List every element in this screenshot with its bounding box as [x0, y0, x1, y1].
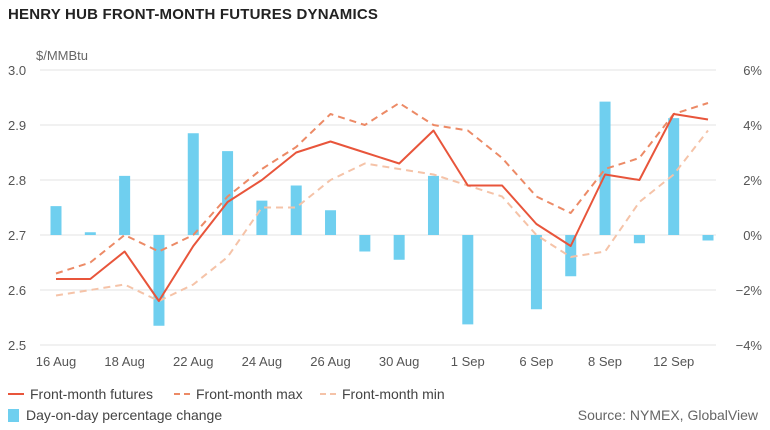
x-tick-label: 1 Sep [451, 354, 485, 369]
y-right-tick-label: 6% [743, 63, 762, 78]
line-max [55, 102, 709, 275]
x-tick-label: 22 Aug [173, 354, 214, 369]
bar-day-change [530, 235, 542, 310]
x-tick-label: 12 Sep [653, 354, 694, 369]
legend-item-min: Front-month min [320, 386, 445, 402]
bar-day-change [290, 185, 302, 235]
x-tick-label: 16 Aug [36, 354, 77, 369]
bar-day-change [222, 151, 234, 235]
chart-plot: 2.5 2.6 2.7 2.8 2.9 3.0 −4% −2% 0% 2% 4% 6% $/MMBtu 1… [8, 48, 762, 369]
lines-layer [55, 102, 709, 302]
bar-day-change [256, 200, 268, 235]
x-tick-label: 8 Sep [588, 354, 622, 369]
bar-day-change [633, 235, 645, 244]
x-tick-label: 24 Aug [242, 354, 283, 369]
legend-label-change: Day-on-day percentage change [26, 407, 223, 423]
legend-label-min: Front-month min [342, 386, 445, 402]
source-note: Source: NYMEX, GlobalView [577, 407, 758, 423]
y-right-tick-label: −2% [736, 283, 763, 298]
y-right-tick-label: 4% [743, 118, 762, 133]
legend-swatch-min [320, 393, 336, 395]
bar-day-change [153, 235, 165, 326]
legend-item-max: Front-month max [174, 386, 303, 402]
legend-swatch-change [8, 408, 19, 422]
y-left-tick-label: 2.7 [8, 228, 26, 243]
bar-day-change [599, 101, 611, 235]
bar-day-change [187, 133, 199, 235]
bar-day-change [427, 175, 439, 235]
y-left-tick-label: 2.9 [8, 118, 26, 133]
axis-labels: 2.5 2.6 2.7 2.8 2.9 3.0 −4% −2% 0% 2% 4% 6% $/MMBtu 1… [8, 48, 762, 369]
gridlines [40, 69, 716, 346]
legend-swatch-futures [8, 393, 24, 395]
y-left-tick-label: 2.5 [8, 338, 26, 353]
legend-label-max: Front-month max [196, 386, 303, 402]
legend-item-futures: Front-month futures [8, 386, 153, 402]
y-right-tick-label: 0% [743, 228, 762, 243]
line-futures [56, 113, 709, 302]
legend-swatch-max [174, 393, 190, 395]
x-tick-label: 26 Aug [310, 354, 351, 369]
x-tick-label: 30 Aug [379, 354, 420, 369]
y-left-unit-label: $/MMBtu [36, 48, 88, 63]
y-left-tick-label: 3.0 [8, 63, 26, 78]
bar-day-change [359, 235, 371, 252]
x-tick-label: 6 Sep [519, 354, 553, 369]
bar-day-change [702, 235, 714, 241]
legend-item-change: Day-on-day percentage change [8, 407, 222, 423]
x-tick-label: 18 Aug [104, 354, 145, 369]
legend-label-futures: Front-month futures [30, 386, 153, 402]
bar-day-change [84, 232, 96, 235]
y-left-tick-label: 2.8 [8, 173, 26, 188]
y-left-tick-label: 2.6 [8, 283, 26, 298]
bar-day-change [462, 235, 474, 325]
bar-day-change [668, 118, 680, 235]
y-right-tick-label: −4% [736, 338, 763, 353]
bar-day-change [325, 210, 337, 235]
y-right-tick-label: 2% [743, 173, 762, 188]
bar-day-change [119, 175, 131, 235]
line-min [55, 129, 709, 302]
bar-day-change [50, 206, 62, 235]
bars-layer [50, 101, 714, 326]
bar-day-change [565, 235, 577, 277]
chart-title: HENRY HUB FRONT-MONTH FUTURES DYNAMICS [8, 6, 379, 23]
bar-day-change [393, 235, 405, 260]
